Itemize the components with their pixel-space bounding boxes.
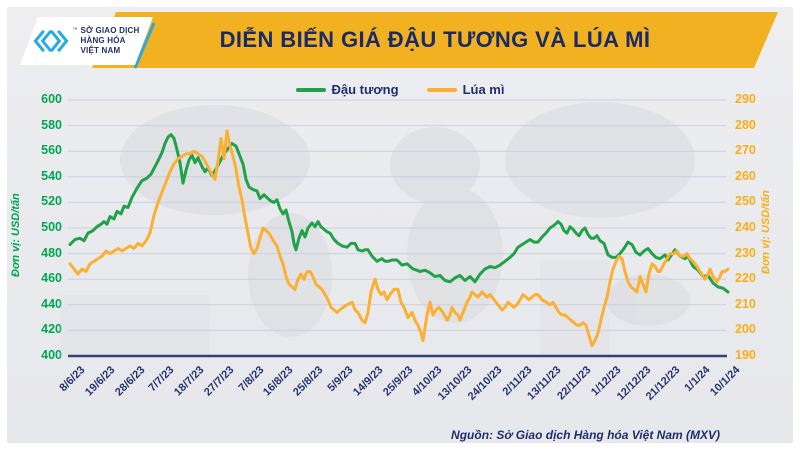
right-axis-tick-label: 260 — [735, 168, 756, 183]
right-axis-tick-label: 230 — [735, 245, 756, 260]
logo-line-3: VIỆT NAM — [80, 46, 121, 55]
world-map-watermark — [60, 102, 695, 356]
mxv-logo-mark-icon — [33, 27, 69, 55]
left-axis-tick-label: 600 — [41, 92, 62, 106]
legend-item-soybean: Đậu tương — [295, 82, 399, 97]
left-axis-tick-label: 560 — [41, 143, 62, 158]
series-line-wheat — [68, 129, 730, 348]
legend-swatch-wheat-icon — [426, 87, 457, 92]
left-axis-tick-label: 520 — [41, 194, 62, 209]
trademark-symbol: ™ — [72, 27, 78, 33]
right-axis-tick-label: 210 — [735, 296, 756, 311]
left-axis-tick-label: 480 — [41, 245, 62, 260]
title-banner: DIỄN BIẾN GIÁ ĐẬU TƯƠNG VÀ LÚA MÌ — [92, 12, 778, 68]
left-axis-tick-label: 460 — [41, 271, 62, 286]
left-axis-tick-label: 580 — [41, 117, 62, 132]
logo-line-2: HÀNG HÓA — [80, 36, 126, 45]
right-axis-tick-label: 240 — [735, 220, 756, 234]
left-axis-tick-label: 540 — [41, 168, 62, 183]
left-axis-tick-label: 500 — [41, 220, 62, 234]
legend-label-wheat: Lúa mì — [462, 82, 505, 97]
left-axis-tick-label: 420 — [41, 322, 62, 337]
right-axis-tick-label: 290 — [735, 92, 756, 106]
logo-line-1: SỞ GIAO DỊCH — [80, 26, 140, 35]
left-axis-tick-label: 400 — [41, 348, 62, 362]
series-line-soybean — [68, 133, 730, 294]
mxv-logo-text: SỞ GIAO DỊCH HÀNG HÓA VIỆT NAM — [80, 26, 139, 56]
mxv-logo-card: ™ SỞ GIAO DỊCH HÀNG HÓA VIỆT NAM — [20, 17, 153, 65]
series-lines — [68, 129, 730, 348]
right-axis-tick-label: 250 — [735, 194, 756, 209]
source-note: Nguồn: Sở Giao dịch Hàng hóa Việt Nam (M… — [451, 428, 720, 442]
right-axis-tick-label: 270 — [735, 143, 756, 158]
left-axis-tick-label: 440 — [41, 296, 62, 311]
chart-title: DIỄN BIẾN GIÁ ĐẬU TƯƠNG VÀ LÚA MÌ — [219, 27, 651, 52]
legend-label-soybean: Đậu tương — [331, 82, 399, 97]
right-axis-tick-label: 200 — [735, 322, 756, 337]
chart-panel-background — [7, 7, 793, 443]
legend: Đậu tương Lúa mì — [0, 82, 800, 97]
legend-item-wheat: Lúa mì — [426, 82, 505, 97]
right-axis-tick-label: 280 — [735, 117, 756, 132]
right-axis-tick-label: 220 — [735, 271, 756, 286]
legend-swatch-soybean-icon — [295, 87, 326, 92]
right-axis-tick-label: 190 — [735, 348, 756, 362]
